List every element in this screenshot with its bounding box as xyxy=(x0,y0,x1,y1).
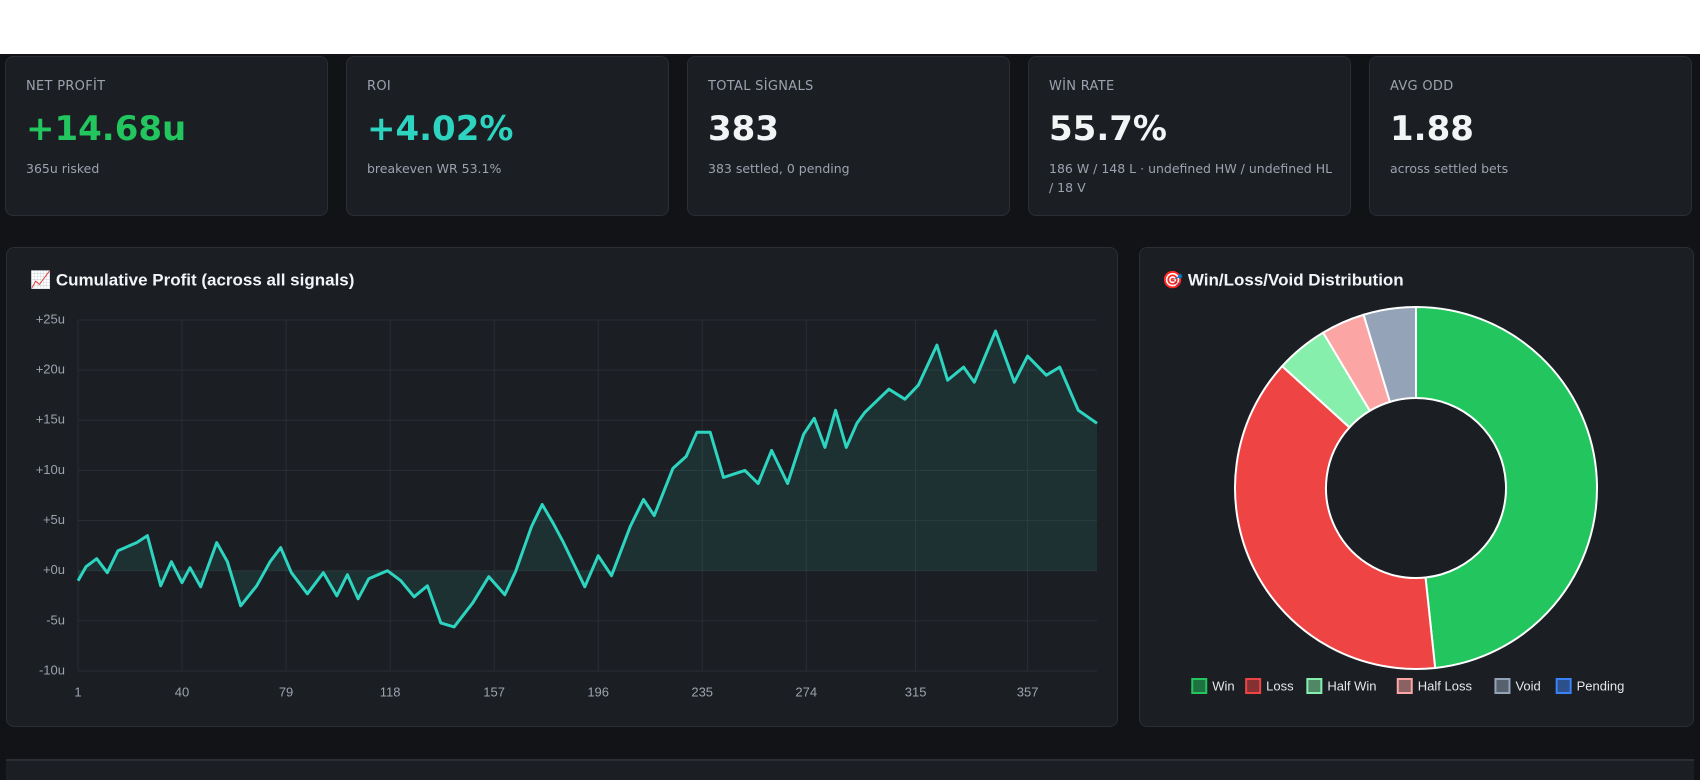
next-panel xyxy=(6,759,1694,780)
card-subtext: across settled bets xyxy=(1390,161,1509,176)
y-tick-label: +15u xyxy=(36,412,65,427)
legend-label: Loss xyxy=(1266,678,1294,693)
x-tick-label: 79 xyxy=(279,684,293,699)
y-tick-label: -5u xyxy=(46,612,65,627)
y-tick-label: +20u xyxy=(36,362,65,377)
y-tick-label: +0u xyxy=(43,562,65,577)
legend-label: Win xyxy=(1212,678,1234,693)
legend-label: Half Loss xyxy=(1418,678,1473,693)
card-value: +4.02% xyxy=(367,109,514,149)
legend-swatch xyxy=(1245,678,1262,694)
line xyxy=(76,329,1098,629)
legend-label: Void xyxy=(1515,678,1540,693)
slice xyxy=(1415,305,1598,670)
legend-swatch xyxy=(1494,678,1511,694)
stat-card: TOTAL SİGNALS 383 383 settled, 0 pending xyxy=(687,56,1010,216)
legend-label: Pending xyxy=(1577,678,1625,693)
top-bar xyxy=(0,0,1700,54)
legend-swatch xyxy=(1396,678,1413,694)
area xyxy=(78,331,1097,627)
card-label: AVG ODD xyxy=(1390,79,1454,94)
card-value: 1.88 xyxy=(1390,109,1474,149)
stat-card: AVG ODD 1.88 across settled bets xyxy=(1369,56,1692,216)
stat-card: NET PROFİT +14.68u 365u risked xyxy=(5,56,328,216)
card-value: 55.7% xyxy=(1049,109,1167,149)
card-subtext: 383 settled, 0 pending xyxy=(708,161,850,176)
legend-label: Half Win xyxy=(1327,678,1376,693)
card-label: TOTAL SİGNALS xyxy=(708,79,814,94)
stat-card: ROI +4.02% breakeven WR 53.1% xyxy=(346,56,669,216)
chart-title: 🎯 Win/Loss/Void Distribution xyxy=(1162,270,1404,289)
card-subtext: 186 W / 148 L · undefined HW / undefined… xyxy=(1049,161,1333,195)
legend-swatch xyxy=(1306,678,1323,694)
slice xyxy=(1362,305,1417,404)
card-label: ROI xyxy=(367,79,391,94)
x-tick-label: 196 xyxy=(587,684,609,699)
x-tick-label: 118 xyxy=(380,684,401,699)
card-label: NET PROFİT xyxy=(26,79,106,94)
x-tick-label: 40 xyxy=(175,684,189,699)
x-tick-label: 315 xyxy=(905,684,927,699)
x-tick-label: 1 xyxy=(74,684,81,699)
stat-card: WİN RATE 55.7% 186 W / 148 L · undefined H… xyxy=(1028,56,1351,216)
x-tick-label: 274 xyxy=(795,684,817,699)
legend-swatch xyxy=(1555,678,1572,694)
x-tick-label: 235 xyxy=(691,684,713,699)
y-tick-label: +5u xyxy=(43,512,65,527)
x-tick-label: 357 xyxy=(1017,684,1039,699)
x-tick-label: 157 xyxy=(483,684,505,699)
card-value: +14.68u xyxy=(26,109,187,149)
line-panel xyxy=(6,247,1118,727)
card-label: WİN RATE xyxy=(1049,79,1115,94)
legend-swatch xyxy=(1191,678,1208,694)
card-value: 383 xyxy=(708,109,779,149)
card-subtext: breakeven WR 53.1% xyxy=(367,161,502,176)
chart-title: 📈 Cumulative Profit (across all signals) xyxy=(30,269,354,289)
y-tick-label: +10u xyxy=(36,462,65,477)
y-tick-label: +25u xyxy=(36,311,65,326)
slice xyxy=(1234,364,1437,670)
y-tick-label: -10u xyxy=(39,662,65,677)
card-subtext: 365u risked xyxy=(26,161,100,176)
